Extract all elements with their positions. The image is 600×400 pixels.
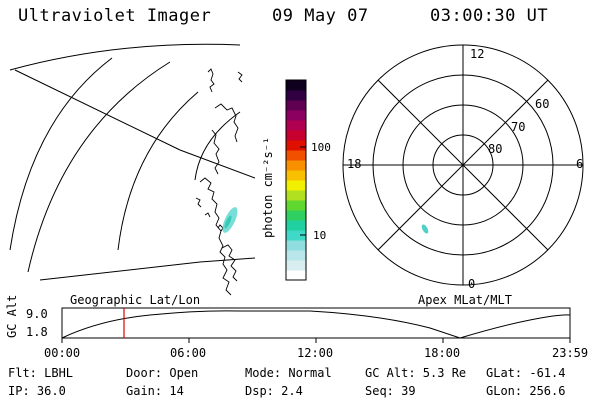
color-scale-segment <box>286 80 306 91</box>
color-scale-frame <box>285 79 307 281</box>
color-scale-segment <box>286 210 306 221</box>
timeline-x-tick: 00:00 <box>44 346 81 360</box>
color-scale-segment <box>286 170 306 181</box>
meridian-line <box>39 261 201 281</box>
timeline-y-tick: 9.0 <box>26 307 48 321</box>
timeline-x-tick: 06:00 <box>170 346 207 360</box>
mlat-label-80: 80 <box>488 142 503 156</box>
timeline-x-tick: 23:59 <box>552 346 589 360</box>
mlt-label-12: 12 <box>470 47 485 61</box>
info-door: Door: Open <box>126 366 199 380</box>
lat-arc <box>194 111 241 181</box>
color-scale-segment <box>286 130 306 141</box>
color-scale-segment <box>286 250 306 261</box>
time-label: 03:00:30 UT <box>430 6 549 26</box>
info-filter: Flt: LBHL <box>8 366 74 380</box>
timeline-frame <box>61 307 571 339</box>
color-scale-segment <box>286 140 306 151</box>
date-label: 09 May 07 <box>272 6 369 26</box>
color-scale-segment <box>286 220 306 231</box>
altitude-curve <box>61 310 571 339</box>
info-mode: Mode: Normal <box>245 366 332 380</box>
color-scale-tick-label: 100 <box>311 141 331 154</box>
color-scale-tick-label: 10 <box>313 229 327 242</box>
aurora-emission-map <box>224 215 232 229</box>
color-scale-segment <box>286 180 306 191</box>
lat-arc <box>117 91 199 251</box>
mlt-label-6: 6 <box>576 157 584 171</box>
mlt-label-18: 18 <box>347 157 362 171</box>
color-scale-segment <box>286 240 306 251</box>
info-dsp: Dsp: 2.4 <box>245 384 303 398</box>
mlt-label-0: 0 <box>468 277 476 291</box>
timeline-y-label: GC Alt <box>5 294 19 338</box>
timeline-x-ticks <box>61 338 571 343</box>
color-scale-segment <box>286 270 306 281</box>
lat-arc <box>27 61 171 273</box>
color-scale-segment <box>286 200 306 211</box>
aurora-emission-polar <box>421 224 429 234</box>
instrument-title: Ultraviolet Imager <box>18 6 212 26</box>
timeline-x-tick: 18:00 <box>424 346 461 360</box>
color-scale-segment <box>286 160 306 171</box>
color-scale-segment <box>286 100 306 111</box>
color-scale-segment <box>286 190 306 201</box>
color-scale-segment <box>286 150 306 161</box>
color-scale-segment <box>286 110 306 121</box>
geographic-coords-label: Geographic Lat/Lon <box>70 293 201 307</box>
info-glon: GLon: 256.6 <box>486 384 566 398</box>
meridian-line <box>14 69 181 151</box>
coastline <box>195 68 243 296</box>
meridian-line <box>199 257 256 263</box>
info-glat: GLat: -61.4 <box>486 366 566 380</box>
color-scale-segment <box>286 120 306 131</box>
timeline-y-tick: 1.8 <box>26 325 48 339</box>
mlat-label-60: 60 <box>535 97 550 111</box>
color-scale-segment <box>286 90 306 101</box>
color-scale-gradient <box>286 80 306 281</box>
info-gain: Gain: 14 <box>126 384 184 398</box>
info-gc-alt: GC Alt: 5.3 Re <box>365 366 467 380</box>
lat-arc <box>9 43 241 71</box>
mlat-label-70: 70 <box>511 120 526 134</box>
timeline-x-tick: 12:00 <box>297 346 334 360</box>
polar-diagonal <box>377 79 549 251</box>
info-seq: Seq: 39 <box>365 384 416 398</box>
lat-arc <box>9 57 113 251</box>
color-scale-segment <box>286 260 306 271</box>
color-scale-segment <box>286 230 306 241</box>
apex-coords-label: Apex MLat/MLT <box>418 293 512 307</box>
info-ip: IP: 36.0 <box>8 384 66 398</box>
